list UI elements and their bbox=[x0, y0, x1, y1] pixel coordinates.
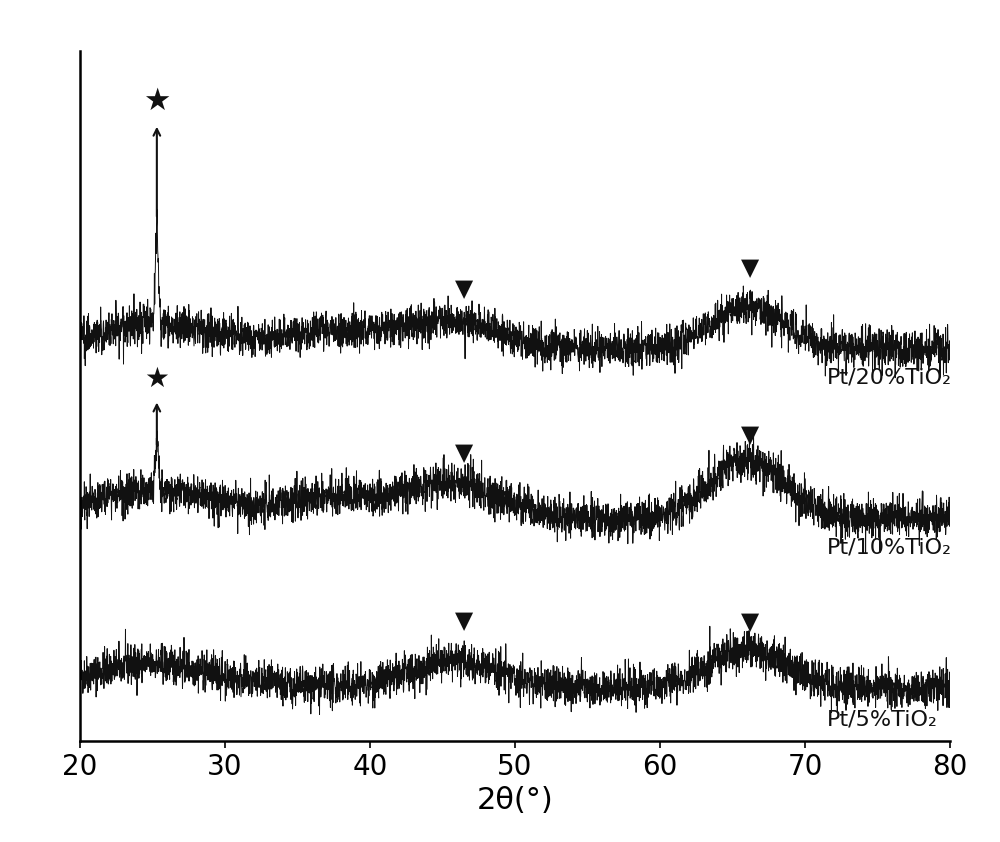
Text: ▼: ▼ bbox=[455, 441, 473, 465]
Text: ★: ★ bbox=[143, 87, 171, 116]
Text: Pt/5%TiO₂: Pt/5%TiO₂ bbox=[827, 710, 938, 729]
Text: ▼: ▼ bbox=[741, 424, 759, 447]
Text: ★: ★ bbox=[144, 365, 169, 393]
X-axis label: 2θ(°): 2θ(°) bbox=[477, 786, 553, 815]
Text: ▼: ▼ bbox=[455, 609, 473, 632]
Text: ▼: ▼ bbox=[741, 610, 759, 634]
Text: ▼: ▼ bbox=[741, 256, 759, 280]
Text: Pt/20%TiO₂: Pt/20%TiO₂ bbox=[827, 367, 952, 387]
Text: ▼: ▼ bbox=[455, 277, 473, 301]
Text: Pt/10%TiO₂: Pt/10%TiO₂ bbox=[827, 537, 952, 557]
